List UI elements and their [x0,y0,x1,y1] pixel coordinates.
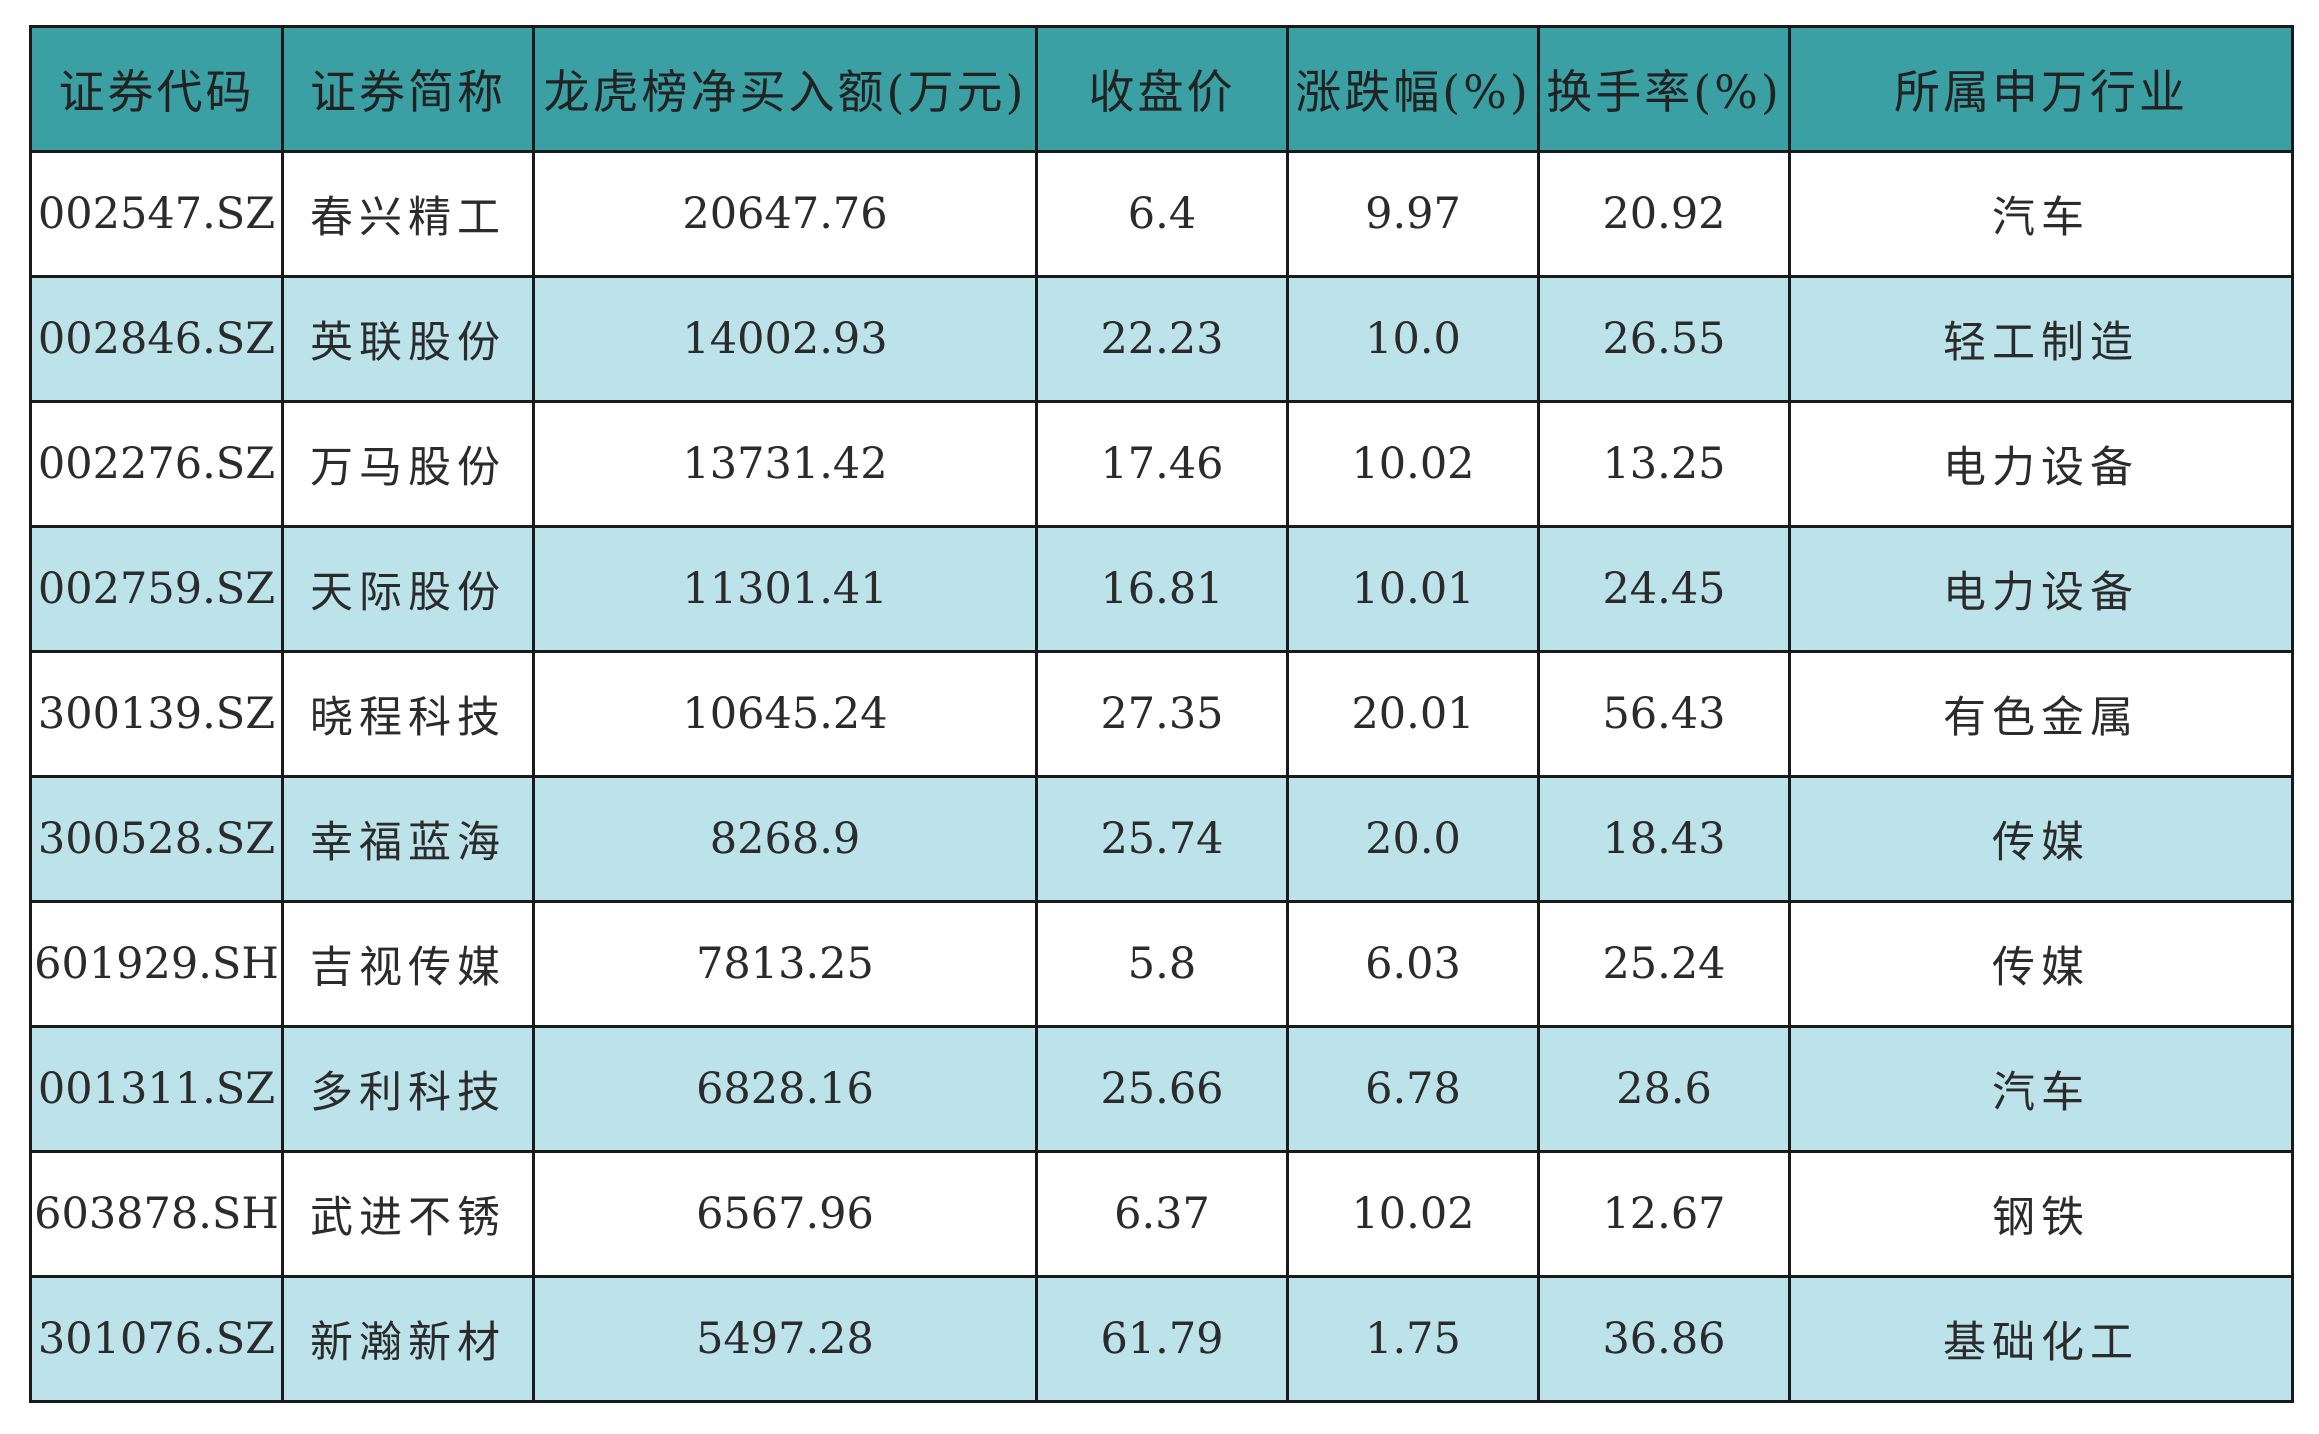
cell-close-price: 27.35 [1035,650,1289,778]
cell-change-pct: 6.03 [1286,900,1540,1028]
cell-net-buy: 5497.28 [532,1275,1038,1403]
cell-code: 002759.SZ [29,525,284,653]
cell-industry: 有色金属 [1788,650,2294,778]
header-code: 证券代码 [29,25,284,153]
cell-change-pct: 10.0 [1286,275,1540,403]
table-row: 002759.SZ 天际股份 11301.41 16.81 10.01 24.4… [29,525,2294,653]
table-row: 601929.SH 吉视传媒 7813.25 5.8 6.03 25.24 传媒 [29,900,2294,1028]
cell-industry: 汽车 [1788,1025,2294,1153]
header-turnover-pct: 换手率(%) [1537,25,1791,153]
cell-name: 春兴精工 [281,150,535,278]
cell-code: 002276.SZ [29,400,284,528]
cell-turnover-pct: 25.24 [1537,900,1791,1028]
cell-net-buy: 6567.96 [532,1150,1038,1278]
cell-name: 晓程科技 [281,650,535,778]
cell-code: 300139.SZ [29,650,284,778]
cell-name: 万马股份 [281,400,535,528]
cell-code: 002547.SZ [29,150,284,278]
cell-close-price: 6.4 [1035,150,1289,278]
cell-turnover-pct: 12.67 [1537,1150,1791,1278]
cell-turnover-pct: 24.45 [1537,525,1791,653]
table-row: 301076.SZ 新瀚新材 5497.28 61.79 1.75 36.86 … [29,1275,2294,1403]
table-row: 300139.SZ 晓程科技 10645.24 27.35 20.01 56.4… [29,650,2294,778]
cell-turnover-pct: 20.92 [1537,150,1791,278]
cell-name: 多利科技 [281,1025,535,1153]
cell-industry: 电力设备 [1788,400,2294,528]
cell-turnover-pct: 26.55 [1537,275,1791,403]
cell-turnover-pct: 56.43 [1537,650,1791,778]
cell-close-price: 6.37 [1035,1150,1289,1278]
cell-name: 幸福蓝海 [281,775,535,903]
cell-net-buy: 8268.9 [532,775,1038,903]
cell-change-pct: 10.02 [1286,1150,1540,1278]
cell-change-pct: 10.02 [1286,400,1540,528]
cell-change-pct: 1.75 [1286,1275,1540,1403]
cell-change-pct: 6.78 [1286,1025,1540,1153]
cell-name: 新瀚新材 [281,1275,535,1403]
cell-close-price: 5.8 [1035,900,1289,1028]
header-industry: 所属申万行业 [1788,25,2294,153]
cell-name: 英联股份 [281,275,535,403]
cell-industry: 电力设备 [1788,525,2294,653]
cell-close-price: 25.74 [1035,775,1289,903]
stock-table-container: 证券代码 证券简称 龙虎榜净买入额(万元) 收盘价 涨跌幅(%) 换手率(%) … [29,25,2294,1403]
table-row: 603878.SH 武进不锈 6567.96 6.37 10.02 12.67 … [29,1150,2294,1278]
cell-code: 300528.SZ [29,775,284,903]
cell-turnover-pct: 13.25 [1537,400,1791,528]
cell-code: 601929.SH [29,900,284,1028]
cell-name: 吉视传媒 [281,900,535,1028]
cell-industry: 基础化工 [1788,1275,2294,1403]
cell-industry: 钢铁 [1788,1150,2294,1278]
cell-close-price: 22.23 [1035,275,1289,403]
cell-turnover-pct: 36.86 [1537,1275,1791,1403]
cell-code: 301076.SZ [29,1275,284,1403]
cell-name: 天际股份 [281,525,535,653]
cell-industry: 传媒 [1788,900,2294,1028]
cell-change-pct: 9.97 [1286,150,1540,278]
cell-industry: 传媒 [1788,775,2294,903]
cell-industry: 轻工制造 [1788,275,2294,403]
cell-code: 603878.SH [29,1150,284,1278]
cell-close-price: 16.81 [1035,525,1289,653]
dragon-tiger-list-table: 证券代码 证券简称 龙虎榜净买入额(万元) 收盘价 涨跌幅(%) 换手率(%) … [29,25,2294,1403]
cell-net-buy: 6828.16 [532,1025,1038,1153]
cell-industry: 汽车 [1788,150,2294,278]
header-close-price: 收盘价 [1035,25,1289,153]
cell-net-buy: 13731.42 [532,400,1038,528]
table-row: 300528.SZ 幸福蓝海 8268.9 25.74 20.0 18.43 传… [29,775,2294,903]
cell-turnover-pct: 28.6 [1537,1025,1791,1153]
cell-close-price: 25.66 [1035,1025,1289,1153]
cell-net-buy: 14002.93 [532,275,1038,403]
header-change-pct: 涨跌幅(%) [1286,25,1540,153]
table-row: 002276.SZ 万马股份 13731.42 17.46 10.02 13.2… [29,400,2294,528]
table-header-row: 证券代码 证券简称 龙虎榜净买入额(万元) 收盘价 涨跌幅(%) 换手率(%) … [29,25,2294,153]
header-net-buy: 龙虎榜净买入额(万元) [532,25,1038,153]
cell-change-pct: 20.01 [1286,650,1540,778]
cell-code: 002846.SZ [29,275,284,403]
cell-close-price: 17.46 [1035,400,1289,528]
cell-net-buy: 20647.76 [532,150,1038,278]
cell-code: 001311.SZ [29,1025,284,1153]
cell-net-buy: 7813.25 [532,900,1038,1028]
header-name: 证券简称 [281,25,535,153]
cell-close-price: 61.79 [1035,1275,1289,1403]
cell-net-buy: 11301.41 [532,525,1038,653]
table-row: 001311.SZ 多利科技 6828.16 25.66 6.78 28.6 汽… [29,1025,2294,1153]
cell-name: 武进不锈 [281,1150,535,1278]
cell-change-pct: 20.0 [1286,775,1540,903]
cell-net-buy: 10645.24 [532,650,1038,778]
table-row: 002547.SZ 春兴精工 20647.76 6.4 9.97 20.92 汽… [29,150,2294,278]
cell-turnover-pct: 18.43 [1537,775,1791,903]
table-row: 002846.SZ 英联股份 14002.93 22.23 10.0 26.55… [29,275,2294,403]
cell-change-pct: 10.01 [1286,525,1540,653]
